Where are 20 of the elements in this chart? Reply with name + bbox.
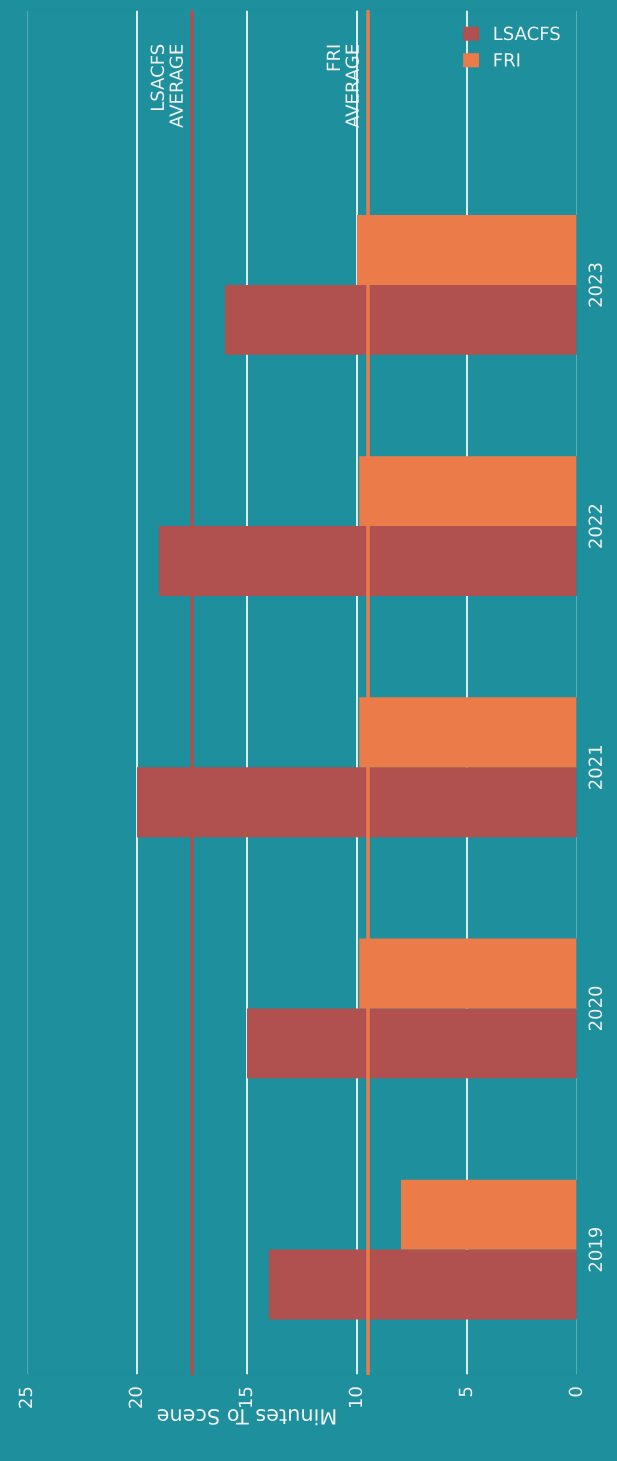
legend-label: LSACFS — [494, 26, 560, 41]
x-tick-label: 10 — [348, 1387, 363, 1408]
ref-line-label: FRI AVERAGE — [326, 44, 359, 128]
bar — [225, 284, 577, 355]
x-tick-label: 25 — [18, 1387, 33, 1408]
x-tick-label: 15 — [238, 1387, 253, 1408]
x-axis-title: Minutes To Scene — [157, 1409, 336, 1426]
y-tick-label: 2019 — [588, 1227, 603, 1272]
bar — [269, 1249, 577, 1320]
ref-line-label: LSACFS AVERAGE — [150, 44, 183, 128]
x-tick-label: 20 — [128, 1387, 143, 1408]
bar — [401, 1179, 577, 1250]
y-tick-label: 2022 — [588, 504, 603, 548]
x-tick-label: 5 — [458, 1387, 473, 1397]
x-tick-label: 0 — [568, 1387, 583, 1397]
y-tick-label: 2021 — [588, 745, 603, 789]
legend-label: FRI — [494, 53, 520, 67]
bar — [247, 1008, 577, 1079]
y-tick-label: 2023 — [588, 263, 603, 307]
y-tick-label: 2020 — [588, 986, 603, 1031]
